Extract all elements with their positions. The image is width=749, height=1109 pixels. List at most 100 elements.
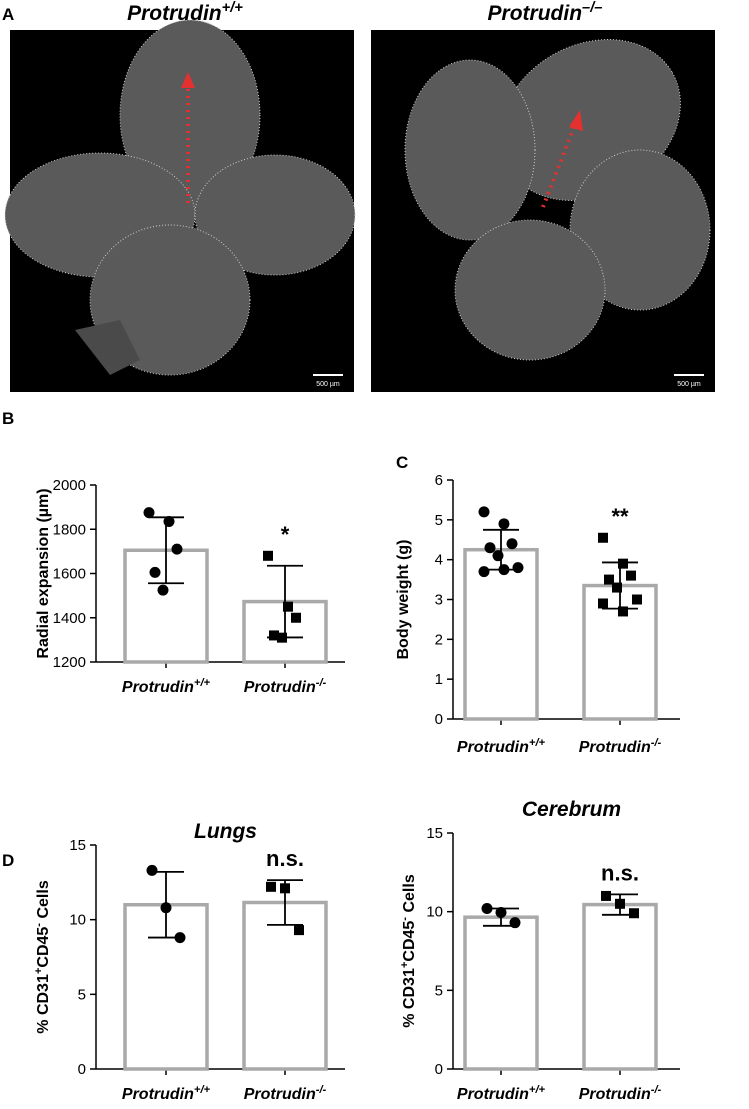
y-tick-label: 4 [435, 552, 443, 569]
superscript: +/+ [529, 737, 546, 749]
superscript: + [399, 961, 411, 968]
superscript: -/- [651, 1084, 662, 1096]
y-tick-label: 2 [435, 631, 443, 648]
data-point [478, 566, 490, 578]
text-part: Protrudin [488, 2, 583, 25]
y-tick-label: 1600 [53, 566, 86, 583]
text-part: % CD31 [401, 968, 418, 1028]
data-point [478, 506, 490, 518]
data-point [280, 883, 290, 894]
superscript: +/+ [194, 1084, 211, 1096]
data-point [149, 566, 161, 578]
data-point [277, 632, 287, 643]
data-point [618, 606, 628, 617]
retina-image-left [4, 19, 356, 392]
retina-image-right [371, 30, 715, 392]
text-part: CD45 [35, 927, 52, 968]
data-point [143, 507, 155, 519]
data-point [612, 582, 622, 593]
data-point [157, 584, 169, 596]
y-tick-label: 1800 [53, 521, 86, 538]
x-tick-label: Protrudin+/+ [122, 1084, 211, 1103]
x-tick-label: Protrudin-/- [579, 737, 662, 756]
text-part: Protrudin [244, 1086, 316, 1103]
y-tick-label: 5 [435, 982, 443, 999]
y-axis-label: % CD31+CD45- Cells [399, 874, 418, 1028]
data-point [160, 902, 172, 914]
y-axis-label: Body weight (g) [395, 540, 412, 660]
panel-letter: D [2, 851, 14, 870]
data-point [498, 564, 510, 576]
significance-label: * [281, 522, 290, 547]
x-tick-label: Protrudin+/+ [457, 737, 546, 756]
y-tick-label: 2000 [53, 477, 86, 494]
data-point [598, 598, 608, 609]
scale-bar-label: 500 µm [677, 381, 701, 388]
superscript: -/- [316, 1084, 327, 1096]
y-tick-label: 10 [426, 904, 443, 921]
bar [463, 547, 539, 721]
data-point [498, 518, 510, 530]
data-point [632, 594, 642, 605]
data-point [481, 903, 493, 915]
y-tick-label: 1200 [53, 654, 86, 671]
x-tick-label: Protrudin-/- [244, 677, 327, 696]
y-tick-label: 3 [435, 592, 443, 609]
bar [582, 902, 658, 1071]
panel-letter: B [2, 409, 14, 428]
x-tick-label: Protrudin+/+ [122, 677, 211, 696]
superscript: –/– [582, 0, 602, 16]
significance-label: n.s. [266, 846, 304, 871]
y-tick-label: 15 [69, 837, 86, 854]
data-point [495, 906, 507, 918]
chart-title: Cerebrum [522, 798, 621, 821]
y-tick-label: 10 [69, 912, 86, 929]
text-part: Protrudin [579, 739, 651, 756]
significance-label: ** [611, 504, 629, 529]
data-point [618, 558, 628, 569]
y-tick-label: 1400 [53, 610, 86, 627]
data-point [171, 543, 183, 555]
data-point [492, 550, 504, 562]
y-tick-label: 0 [78, 1061, 86, 1078]
y-tick-label: 0 [435, 1061, 443, 1078]
panel-letter: A [2, 5, 14, 24]
data-point [604, 574, 614, 585]
data-point [174, 932, 186, 944]
x-tick-label: Protrudin-/- [244, 1084, 327, 1103]
chart-title: Lungs [194, 820, 257, 843]
text-part: Cells [35, 880, 52, 923]
text-part: Cells [401, 874, 418, 917]
superscript: +/+ [529, 1084, 546, 1096]
data-point [163, 516, 175, 528]
superscript: -/- [316, 677, 327, 689]
data-point [146, 864, 158, 876]
superscript: -/- [651, 737, 662, 749]
data-point [484, 542, 496, 554]
data-point [629, 908, 639, 919]
scale-bar-label: 500 µm [316, 381, 340, 388]
y-tick-label: 5 [78, 986, 86, 1003]
data-point [512, 562, 524, 574]
superscript: - [399, 917, 411, 921]
y-axis-label: Radial expansion (µm) [35, 488, 52, 658]
text-part: Protrudin [122, 679, 194, 696]
bar [463, 915, 539, 1071]
x-tick-label: Protrudin-/- [579, 1084, 662, 1103]
y-tick-label: 6 [435, 472, 443, 489]
y-axis-label: % CD31+CD45- Cells [33, 880, 52, 1034]
text-part: CD45 [401, 921, 418, 962]
y-tick-label: 1 [435, 671, 443, 688]
panel-letter: C [396, 453, 408, 472]
text-part: Protrudin [579, 1086, 651, 1103]
image-title: Protrudin–/– [488, 0, 603, 25]
data-point [266, 881, 276, 892]
data-point [506, 538, 518, 550]
superscript: + [33, 967, 45, 974]
y-tick-label: 5 [435, 512, 443, 529]
superscript: +/+ [222, 0, 244, 16]
text-part: Protrudin [457, 739, 529, 756]
data-point [283, 601, 293, 612]
data-point [263, 550, 273, 561]
